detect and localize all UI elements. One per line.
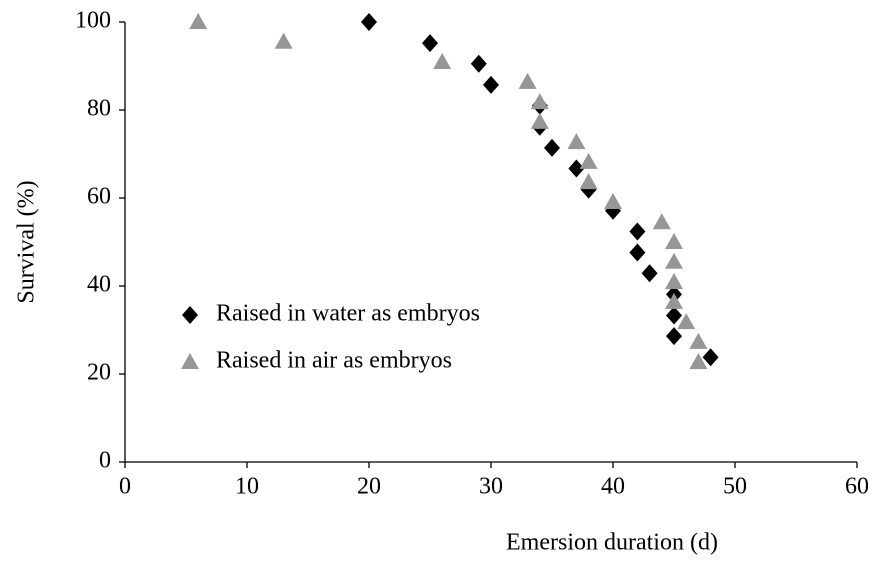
legend-marker	[182, 306, 198, 324]
x-tick-label: 50	[723, 474, 747, 500]
point	[579, 173, 598, 190]
point	[470, 54, 487, 73]
legend-marker	[181, 353, 199, 369]
x-tick-label: 20	[357, 474, 381, 500]
legend-label: Raised in air as embryos	[216, 348, 452, 374]
x-tick-label: 30	[479, 474, 503, 500]
y-axis-label: Survival (%)	[14, 180, 40, 303]
point	[666, 327, 682, 346]
point	[641, 264, 658, 283]
point	[530, 93, 549, 110]
point	[665, 233, 683, 249]
point	[579, 152, 598, 169]
y-tick-label: 80	[87, 96, 111, 122]
point	[665, 252, 683, 269]
legend-label: Raised in water as embryos	[216, 301, 480, 327]
point	[530, 112, 549, 129]
point	[665, 273, 683, 290]
point	[544, 138, 560, 157]
point	[652, 213, 671, 230]
y-tick-label: 0	[99, 448, 111, 474]
point	[666, 306, 682, 325]
point	[702, 348, 719, 367]
point	[361, 13, 377, 31]
point	[274, 32, 293, 49]
point	[433, 53, 452, 70]
y-tick-label: 100	[75, 8, 111, 34]
x-tick-label: 40	[601, 474, 625, 500]
point	[422, 34, 438, 53]
point	[518, 72, 537, 89]
y-tick-label: 60	[87, 184, 111, 210]
point	[567, 133, 586, 150]
y-tick-label: 40	[87, 272, 111, 298]
point	[568, 159, 585, 178]
x-axis-label: Emersion duration (d)	[506, 530, 718, 556]
point	[665, 292, 683, 309]
x-tick-label: 60	[845, 474, 869, 500]
x-tick-label: 0	[119, 474, 131, 500]
point	[689, 332, 708, 349]
x-tick-label: 10	[235, 474, 259, 500]
point	[189, 13, 208, 29]
point	[677, 313, 696, 330]
point	[629, 222, 646, 241]
point	[483, 75, 499, 94]
y-tick-label: 20	[87, 360, 111, 386]
point	[689, 353, 708, 370]
point	[629, 243, 646, 262]
point	[604, 192, 622, 209]
